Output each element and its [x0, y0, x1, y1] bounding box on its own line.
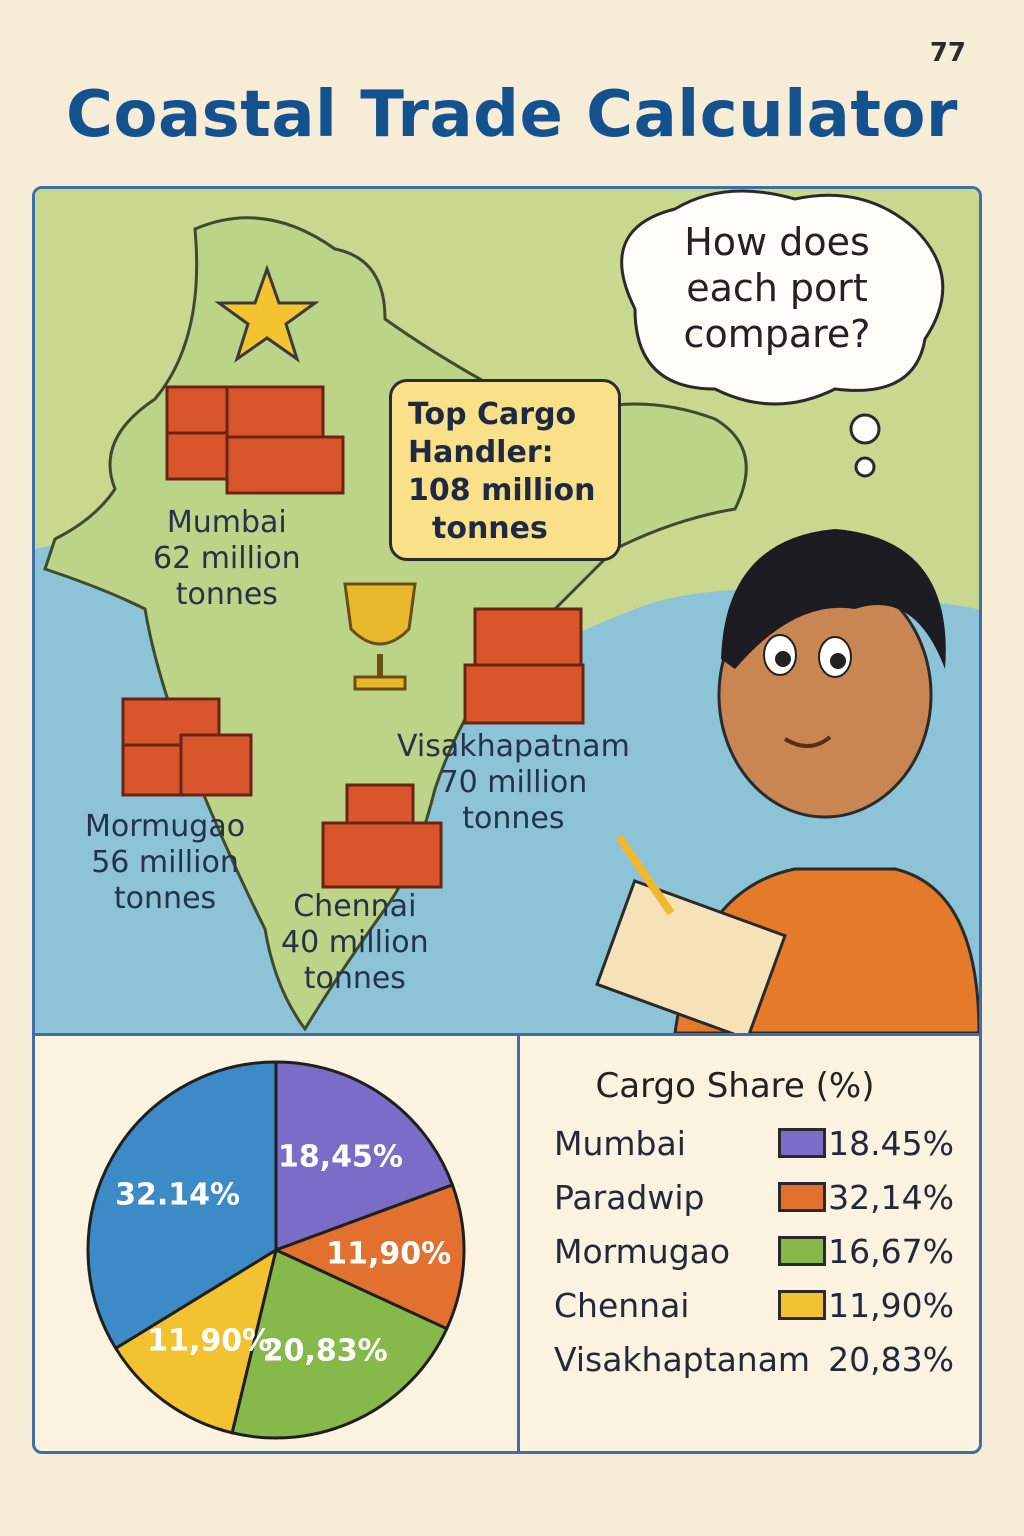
- legend-swatch: [778, 1128, 826, 1158]
- pie-slice: [230, 1247, 449, 1440]
- port-label-visakhapatnam: Visakhapatnam 70 million tonnes: [397, 729, 630, 837]
- legend-row: Visakhaptanam 20,83%: [554, 1340, 954, 1380]
- thought-line: each port: [686, 266, 868, 310]
- callout-line-1: Top Cargo: [408, 397, 577, 432]
- legend-name: Chennai: [554, 1286, 690, 1325]
- legend-name: Mormugao: [554, 1232, 731, 1271]
- port-name: Mumbai: [166, 505, 287, 540]
- thought-bubble-icon: [620, 189, 945, 478]
- legend-row: Mormugao 16,67%: [554, 1232, 954, 1272]
- port-unit: tonnes: [113, 881, 217, 916]
- pie-slice: [272, 1183, 466, 1331]
- top-cargo-callout: Top Cargo Handler: 108 million tonnes: [389, 379, 621, 561]
- map-panel: Top Cargo Handler: 108 million tonnes Ho…: [35, 189, 979, 1036]
- trophy-icon: [343, 582, 417, 691]
- port-label-mumbai: Mumbai 62 million tonnes: [153, 505, 301, 613]
- legend-name: Paradwip: [554, 1178, 705, 1217]
- pie-slice: [274, 1060, 455, 1253]
- port-unit: tonnes: [303, 961, 406, 996]
- legend-value: 32,14%: [828, 1178, 954, 1217]
- cargo-crates-visakhapatnam: [463, 607, 585, 725]
- port-name: Mormugao: [85, 809, 246, 844]
- page-title: Coastal Trade Calculator: [66, 78, 958, 152]
- legend-title: Cargo Share (%): [595, 1066, 875, 1106]
- pie-slice-label: 11,90%: [147, 1323, 273, 1359]
- port-amount: 56 million: [91, 845, 239, 880]
- legend-row: Chennai 11,90%: [554, 1286, 954, 1326]
- thought-line: How does: [684, 220, 870, 264]
- port-amount: 62 million: [153, 541, 301, 576]
- legend-swatch: [778, 1182, 826, 1212]
- legend-row: Paradwip 32,14%: [554, 1178, 954, 1218]
- pie-chart-panel: 18,45% 11,90% 20,83% 11,90% 32.14%: [35, 1036, 520, 1451]
- port-amount: 40 million: [281, 925, 429, 960]
- pie-slice-label: 32.14%: [115, 1177, 241, 1213]
- port-amount: 70 million: [439, 765, 588, 800]
- legend-name: Visakhaptanam: [554, 1340, 811, 1379]
- port-label-mormugao: Mormugao 56 million tonnes: [85, 809, 245, 917]
- thought-bubble-text: How does each port compare?: [647, 219, 907, 357]
- legend-row: Mumbai 18.45%: [554, 1124, 954, 1164]
- port-name: Visakhapatnam: [397, 729, 630, 764]
- pie-slice: [113, 1246, 279, 1435]
- illustration-frame: Top Cargo Handler: 108 million tonnes Ho…: [32, 186, 982, 1454]
- legend-name: Mumbai: [554, 1124, 686, 1163]
- port-name: Chennai: [293, 889, 417, 924]
- legend-swatch: [778, 1236, 826, 1266]
- thought-line: compare?: [683, 312, 871, 356]
- cargo-crates-mumbai: [165, 385, 345, 495]
- legend-value: 16,67%: [828, 1232, 954, 1271]
- cargo-crates-mormugao: [121, 697, 253, 797]
- pie-chart: [86, 1060, 466, 1440]
- legend-panel: Cargo Share (%) Mumbai 18.45% Paradwip 32,1…: [520, 1036, 979, 1451]
- pie-slice-label: 11,90%: [326, 1236, 452, 1272]
- callout-line-2: Handler:: [408, 435, 554, 470]
- cargo-crates-chennai: [321, 783, 443, 889]
- legend-value: 20,83%: [828, 1340, 954, 1379]
- legend-swatch: [778, 1290, 826, 1320]
- pie-slice-label: 20,83%: [262, 1333, 388, 1369]
- callout-value: 108 million: [408, 473, 596, 508]
- legend-value: 11,90%: [828, 1286, 954, 1325]
- port-unit: tonnes: [175, 577, 278, 612]
- pie-slice-label: 18,45%: [278, 1139, 403, 1175]
- boy-illustration: [595, 529, 979, 1033]
- callout-unit: tonnes: [432, 511, 548, 546]
- page-number: 77: [929, 38, 966, 68]
- port-unit: tonnes: [462, 801, 565, 836]
- pie-slice: [86, 1060, 278, 1351]
- legend-value: 18.45%: [828, 1124, 954, 1163]
- port-label-chennai: Chennai 40 million tonnes: [281, 889, 429, 997]
